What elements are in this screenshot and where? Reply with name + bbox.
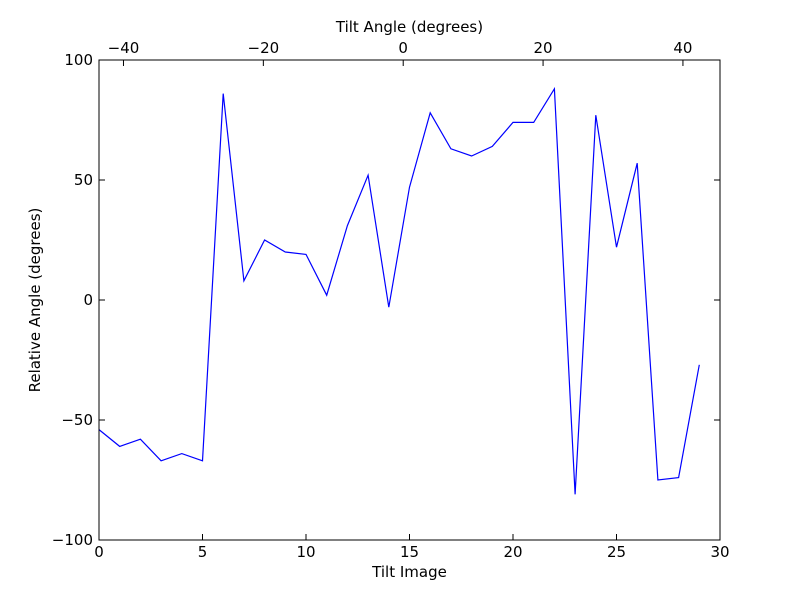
y-tick-label: −50 [61, 411, 93, 429]
series-layer [98, 86, 700, 495]
y-tick-label: 50 [74, 171, 93, 189]
x-tick-label: 25 [607, 543, 626, 561]
x-tick-label: 20 [503, 543, 522, 561]
y-axis-title: Relative Angle (degrees) [26, 208, 44, 393]
x-tick-label: 5 [198, 543, 208, 561]
plot-frame [98, 59, 721, 541]
y-tick-label: −100 [52, 531, 93, 549]
x-axis-title: Tilt Image [371, 563, 447, 581]
x-tick-label: 0 [94, 543, 104, 561]
top-x-tick-label: −20 [248, 39, 280, 57]
x-tick-label: 10 [296, 543, 315, 561]
plot-area [99, 60, 720, 540]
x-tick-label: 30 [710, 543, 729, 561]
y-tick-label: 0 [83, 291, 93, 309]
top-x-tick-label: −40 [108, 39, 140, 57]
top-x-tick-label: 20 [534, 39, 553, 57]
x-tick-label: 15 [400, 543, 419, 561]
y-tick-label: 100 [64, 51, 93, 69]
series-line-0 [98, 86, 700, 495]
tick-layer: 0 5 10 15 20 25 30 −100 −50 0 50 100 −40 −20 0 20 40 [52, 39, 730, 561]
top-x-tick-label: 0 [398, 39, 408, 57]
top-x-tick-label: 40 [673, 39, 692, 57]
top-x-axis-title: Tilt Angle (degrees) [335, 18, 483, 36]
